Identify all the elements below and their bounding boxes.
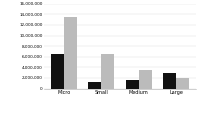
Bar — [126, 80, 139, 89]
Bar — [51, 54, 64, 89]
Bar — [139, 70, 152, 89]
Bar — [163, 73, 176, 89]
Bar — [101, 54, 114, 89]
Bar — [64, 17, 77, 89]
Bar — [88, 82, 101, 89]
Bar — [176, 78, 189, 89]
